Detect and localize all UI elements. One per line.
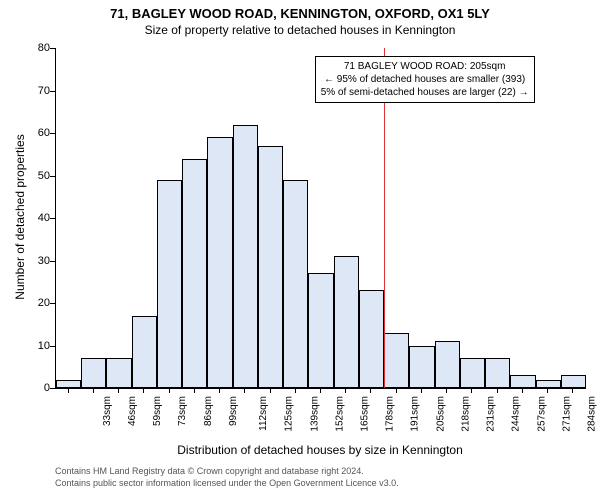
histogram-bar (81, 358, 106, 388)
y-tick-mark (50, 388, 55, 389)
x-tick-label: 46sqm (127, 396, 138, 426)
x-tick-label: 284sqm (587, 396, 598, 432)
histogram-bar (485, 358, 510, 388)
y-tick-mark (50, 133, 55, 134)
attribution-line-1: Contains HM Land Registry data © Crown c… (55, 466, 399, 478)
annotation-line-1: 71 BAGLEY WOOD ROAD: 205sqm (321, 60, 529, 73)
y-tick-label: 80 (20, 42, 50, 54)
histogram-bar (308, 273, 333, 388)
x-tick-mark (421, 388, 422, 393)
x-tick-mark (68, 388, 69, 393)
x-tick-label: 244sqm (511, 396, 522, 432)
y-tick-mark (50, 261, 55, 262)
x-tick-mark (370, 388, 371, 393)
x-tick-mark (93, 388, 94, 393)
x-tick-label: 33sqm (102, 396, 113, 426)
histogram-bar (132, 316, 157, 388)
x-tick-mark (522, 388, 523, 393)
histogram-chart: 71, BAGLEY WOOD ROAD, KENNINGTON, OXFORD… (0, 0, 600, 500)
x-tick-label: 125sqm (284, 396, 295, 432)
y-tick-label: 50 (20, 170, 50, 182)
histogram-bar (460, 358, 485, 388)
x-tick-label: 218sqm (461, 396, 472, 432)
histogram-bar (334, 256, 359, 388)
x-tick-mark (143, 388, 144, 393)
histogram-bar (561, 375, 586, 388)
y-tick-mark (50, 346, 55, 347)
y-tick-mark (50, 218, 55, 219)
attribution-line-2: Contains public sector information licen… (55, 478, 399, 490)
x-tick-label: 73sqm (177, 396, 188, 426)
x-tick-label: 205sqm (435, 396, 446, 432)
x-tick-mark (471, 388, 472, 393)
histogram-bar (258, 146, 283, 388)
histogram-bar (409, 346, 434, 389)
attribution-text: Contains HM Land Registry data © Crown c… (55, 466, 399, 489)
x-axis-label: Distribution of detached houses by size … (55, 443, 585, 457)
x-tick-mark (446, 388, 447, 393)
x-tick-label: 257sqm (536, 396, 547, 432)
y-tick-label: 20 (20, 297, 50, 309)
x-tick-label: 59sqm (152, 396, 163, 426)
y-tick-mark (50, 48, 55, 49)
annotation-line-3: 5% of semi-detached houses are larger (2… (321, 86, 529, 99)
y-tick-mark (50, 176, 55, 177)
x-tick-mark (396, 388, 397, 393)
annotation-line-2: ← 95% of detached houses are smaller (39… (321, 73, 529, 86)
x-tick-label: 191sqm (410, 396, 421, 432)
histogram-bar (283, 180, 308, 388)
x-tick-label: 86sqm (203, 396, 214, 426)
x-tick-mark (270, 388, 271, 393)
y-tick-label: 60 (20, 127, 50, 139)
y-tick-mark (50, 91, 55, 92)
y-tick-label: 70 (20, 85, 50, 97)
x-tick-label: 271sqm (561, 396, 572, 432)
histogram-bar (157, 180, 182, 388)
y-tick-label: 0 (20, 382, 50, 394)
x-tick-mark (244, 388, 245, 393)
x-tick-mark (194, 388, 195, 393)
x-tick-mark (118, 388, 119, 393)
histogram-bar (435, 341, 460, 388)
histogram-bar (359, 290, 384, 388)
histogram-bar (510, 375, 535, 388)
histogram-bar (56, 380, 81, 389)
y-tick-mark (50, 303, 55, 304)
y-tick-label: 40 (20, 212, 50, 224)
x-tick-label: 112sqm (258, 396, 269, 431)
x-tick-label: 178sqm (385, 396, 396, 432)
x-tick-mark (547, 388, 548, 393)
chart-title: 71, BAGLEY WOOD ROAD, KENNINGTON, OXFORD… (0, 0, 600, 21)
annotation-box: 71 BAGLEY WOOD ROAD: 205sqm ← 95% of det… (315, 56, 535, 103)
x-tick-mark (320, 388, 321, 393)
y-tick-label: 10 (20, 340, 50, 352)
x-tick-label: 99sqm (228, 396, 239, 426)
histogram-bar (106, 358, 131, 388)
histogram-bar (536, 380, 561, 389)
y-tick-label: 30 (20, 255, 50, 267)
x-tick-label: 139sqm (309, 396, 320, 432)
x-tick-mark (345, 388, 346, 393)
chart-subtitle: Size of property relative to detached ho… (0, 21, 600, 41)
x-tick-mark (295, 388, 296, 393)
x-tick-label: 231sqm (486, 396, 497, 432)
histogram-bar (233, 125, 258, 389)
histogram-bar (207, 137, 232, 388)
x-tick-mark (572, 388, 573, 393)
x-tick-label: 165sqm (360, 396, 371, 432)
histogram-bar (182, 159, 207, 389)
x-tick-mark (497, 388, 498, 393)
histogram-bar (384, 333, 409, 388)
x-tick-mark (169, 388, 170, 393)
x-tick-mark (219, 388, 220, 393)
x-tick-label: 152sqm (334, 396, 345, 432)
